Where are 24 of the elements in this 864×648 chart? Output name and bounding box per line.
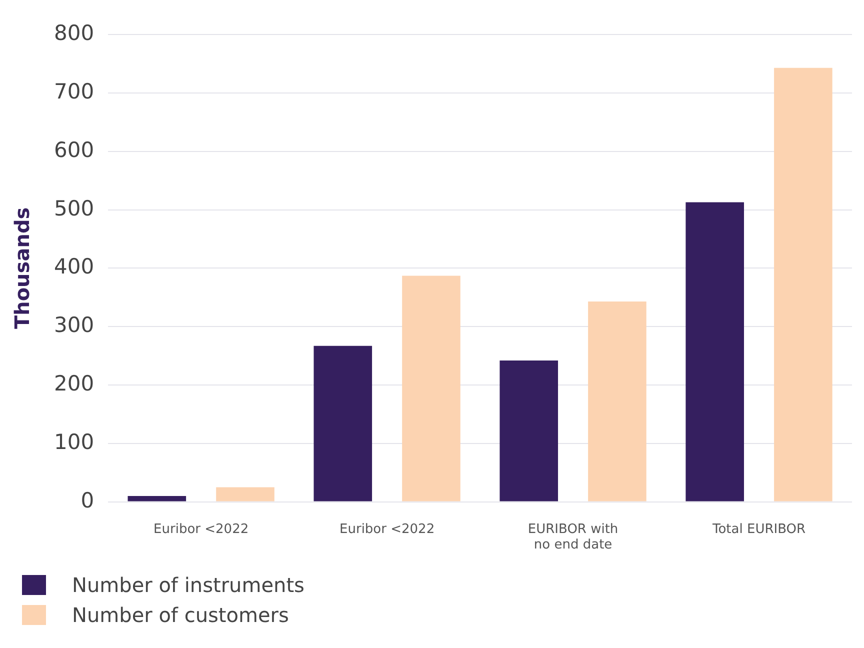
y-tick-label: 800 (54, 21, 94, 46)
bar (774, 68, 832, 502)
y-tick-label: 300 (54, 313, 94, 338)
bar (588, 301, 646, 502)
x-tick-label: Total EURIBOR (711, 522, 806, 537)
y-tick-label: 0 (80, 488, 94, 512)
y-tick-label: 600 (54, 138, 94, 162)
bar (686, 202, 744, 502)
x-tick-label: Euribor <2022 (154, 522, 249, 537)
y-axis-title: Thousands (10, 207, 34, 330)
bar (402, 276, 460, 502)
legend-label: Number of customers (72, 603, 289, 627)
x-tick-label: EURIBOR with no end date (528, 522, 618, 553)
y-tick-label: 200 (54, 371, 94, 396)
bar (314, 346, 372, 502)
y-tick-label: 400 (54, 254, 94, 279)
bar (500, 360, 558, 502)
y-tick-label: 100 (54, 430, 94, 454)
bar (216, 487, 274, 502)
x-tick-label: Euribor <2022 (340, 522, 435, 537)
legend-label: Number of instruments (72, 573, 304, 597)
bar (128, 496, 186, 502)
y-tick-label: 500 (54, 196, 94, 220)
y-tick-label: 700 (54, 79, 94, 104)
